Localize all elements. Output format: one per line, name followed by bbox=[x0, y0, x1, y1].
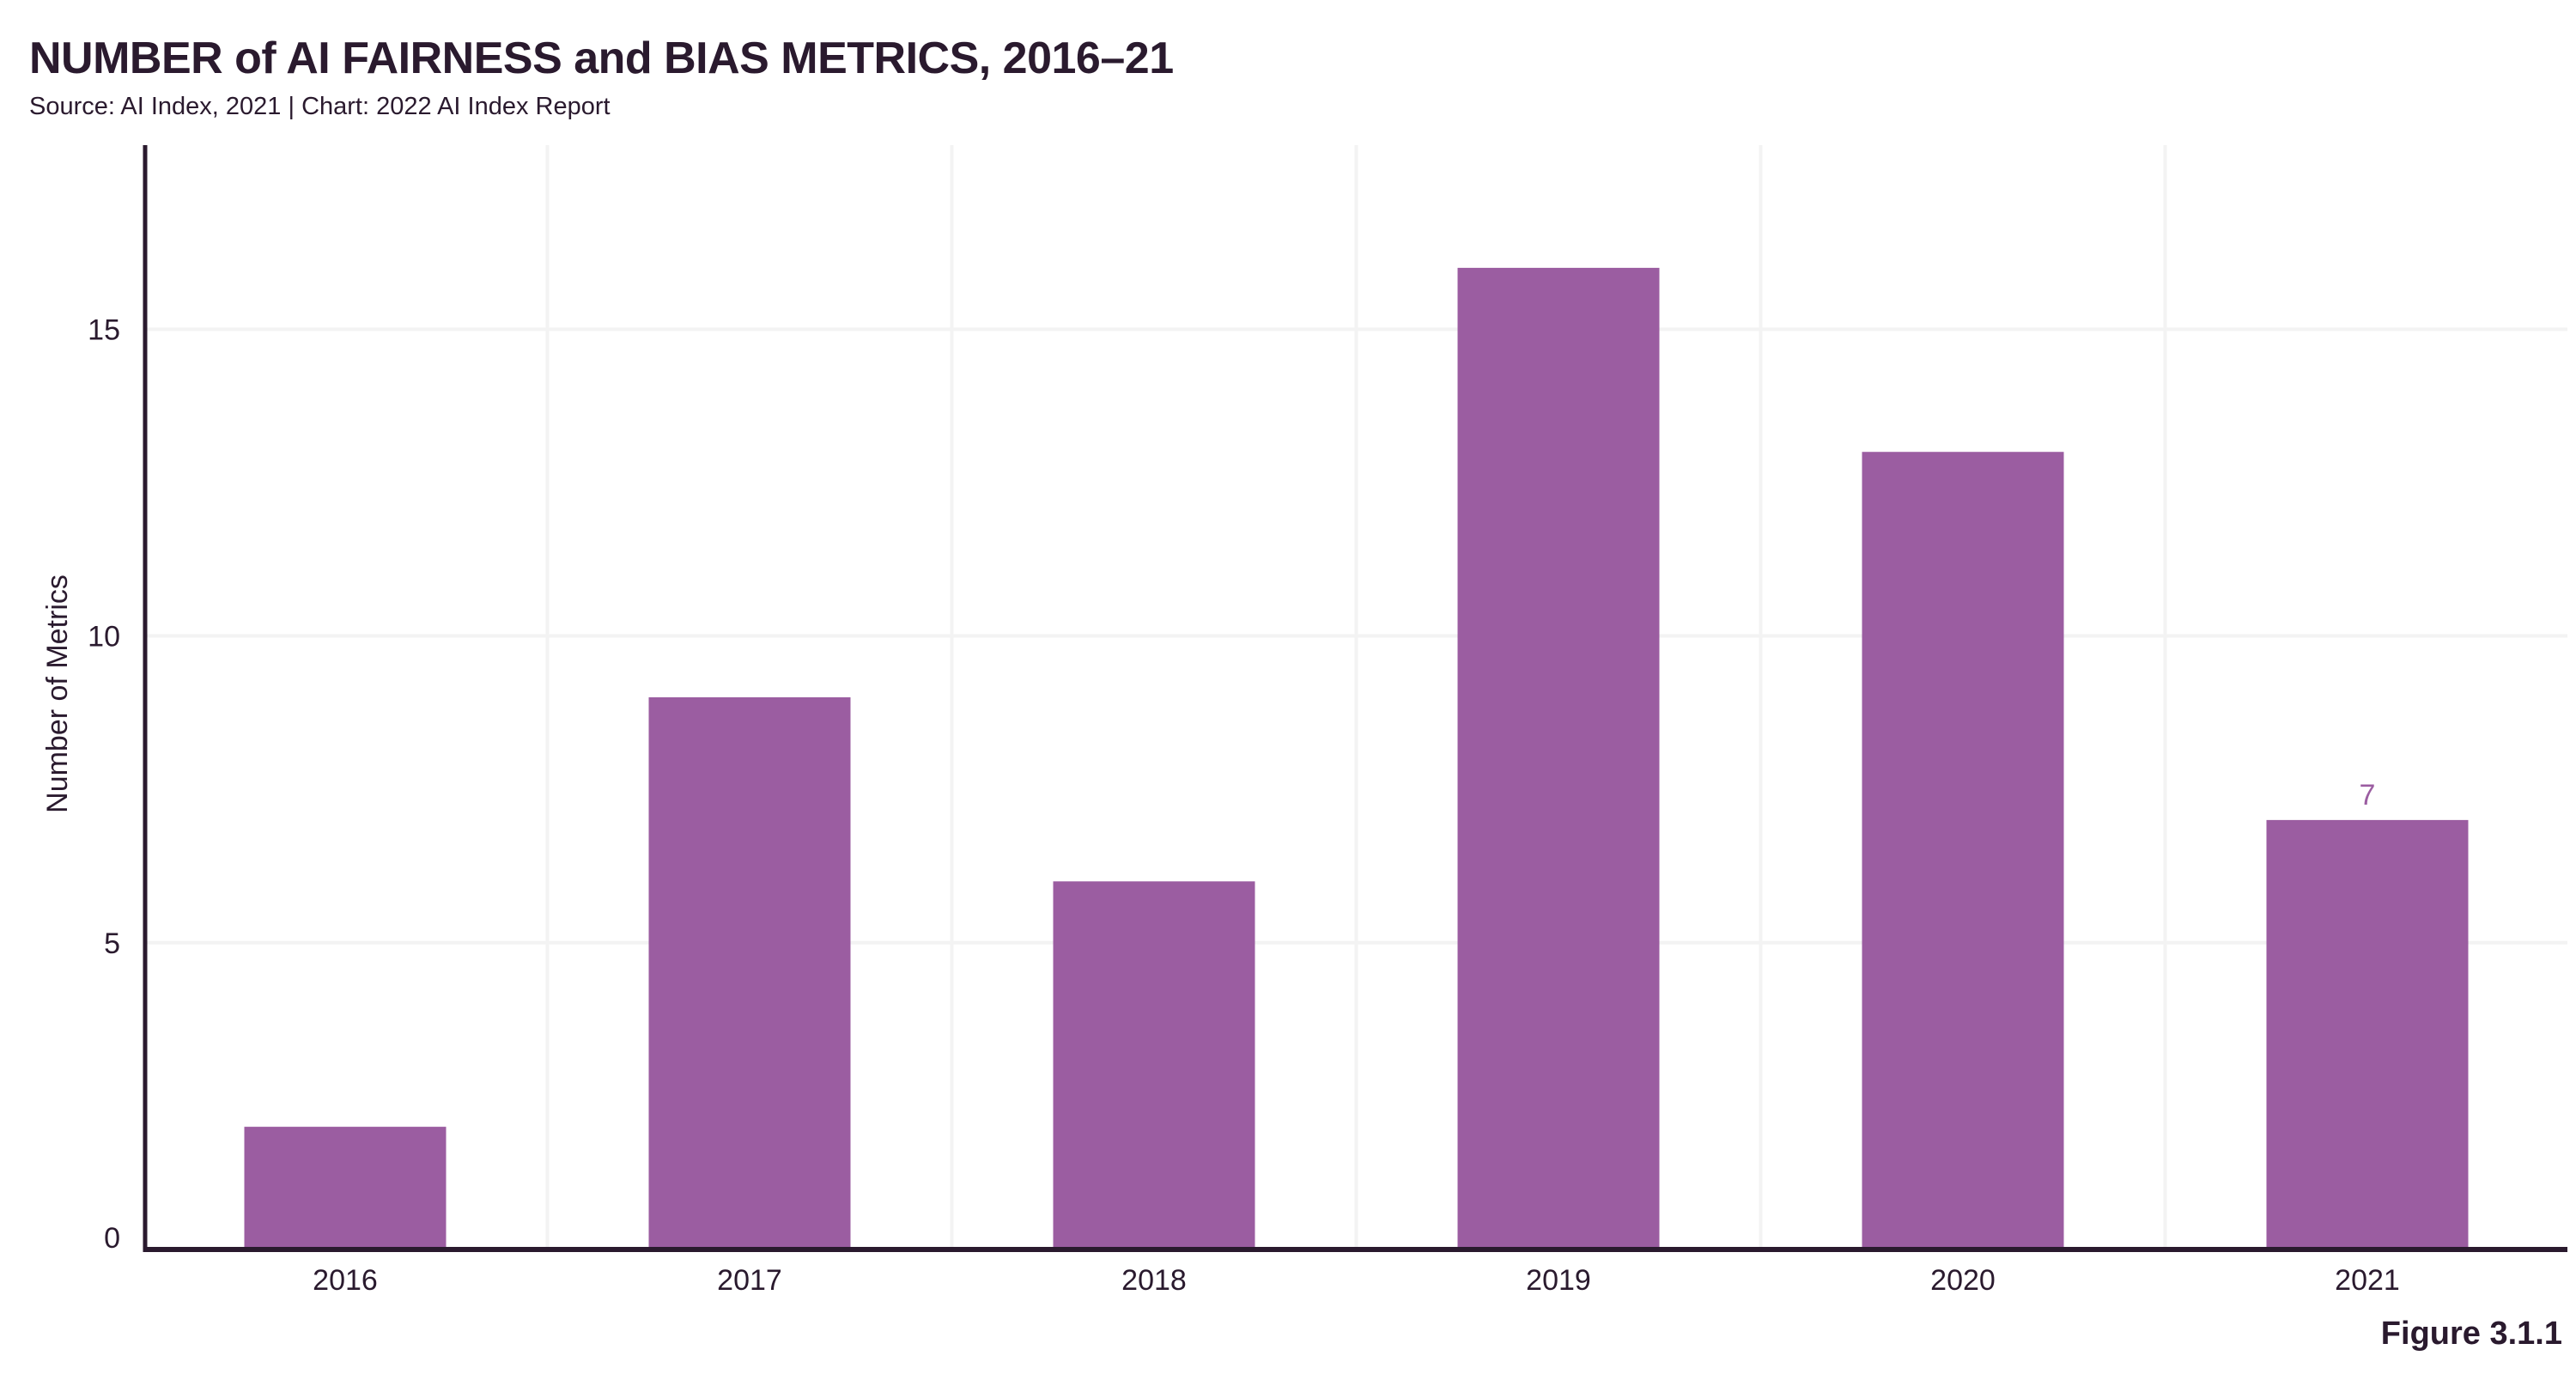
x-tick-label: 2016 bbox=[313, 1264, 378, 1297]
bar-2019 bbox=[1457, 267, 1660, 1249]
x-tick-label: 2020 bbox=[1930, 1264, 1996, 1297]
x-tick-label: 2021 bbox=[2335, 1264, 2400, 1297]
figure-label: Figure 3.1.1 bbox=[2380, 1316, 2562, 1352]
x-tick-label: 2018 bbox=[1121, 1264, 1187, 1297]
bar-2017 bbox=[648, 697, 851, 1249]
bar-2016 bbox=[244, 1127, 447, 1249]
y-tick-label: 10 bbox=[88, 621, 120, 654]
x-tick-label: 2019 bbox=[1526, 1264, 1591, 1297]
chart-title: NUMBER of AI FAIRNESS and BIAS METRICS, … bbox=[29, 33, 1174, 83]
data-label: 7 bbox=[2360, 779, 2376, 812]
y-tick-label: 5 bbox=[104, 927, 120, 960]
bar-2020 bbox=[1862, 452, 2064, 1249]
y-axis-label: Number of Metrics bbox=[41, 575, 74, 813]
y-tick-label: 0 bbox=[104, 1222, 120, 1255]
bar-2018 bbox=[1053, 881, 1255, 1249]
bar-2021 bbox=[2266, 819, 2469, 1249]
chart-subtitle: Source: AI Index, 2021 | Chart: 2022 AI … bbox=[29, 93, 611, 120]
x-tick-label: 2017 bbox=[717, 1264, 782, 1297]
y-tick-label: 15 bbox=[88, 313, 120, 346]
